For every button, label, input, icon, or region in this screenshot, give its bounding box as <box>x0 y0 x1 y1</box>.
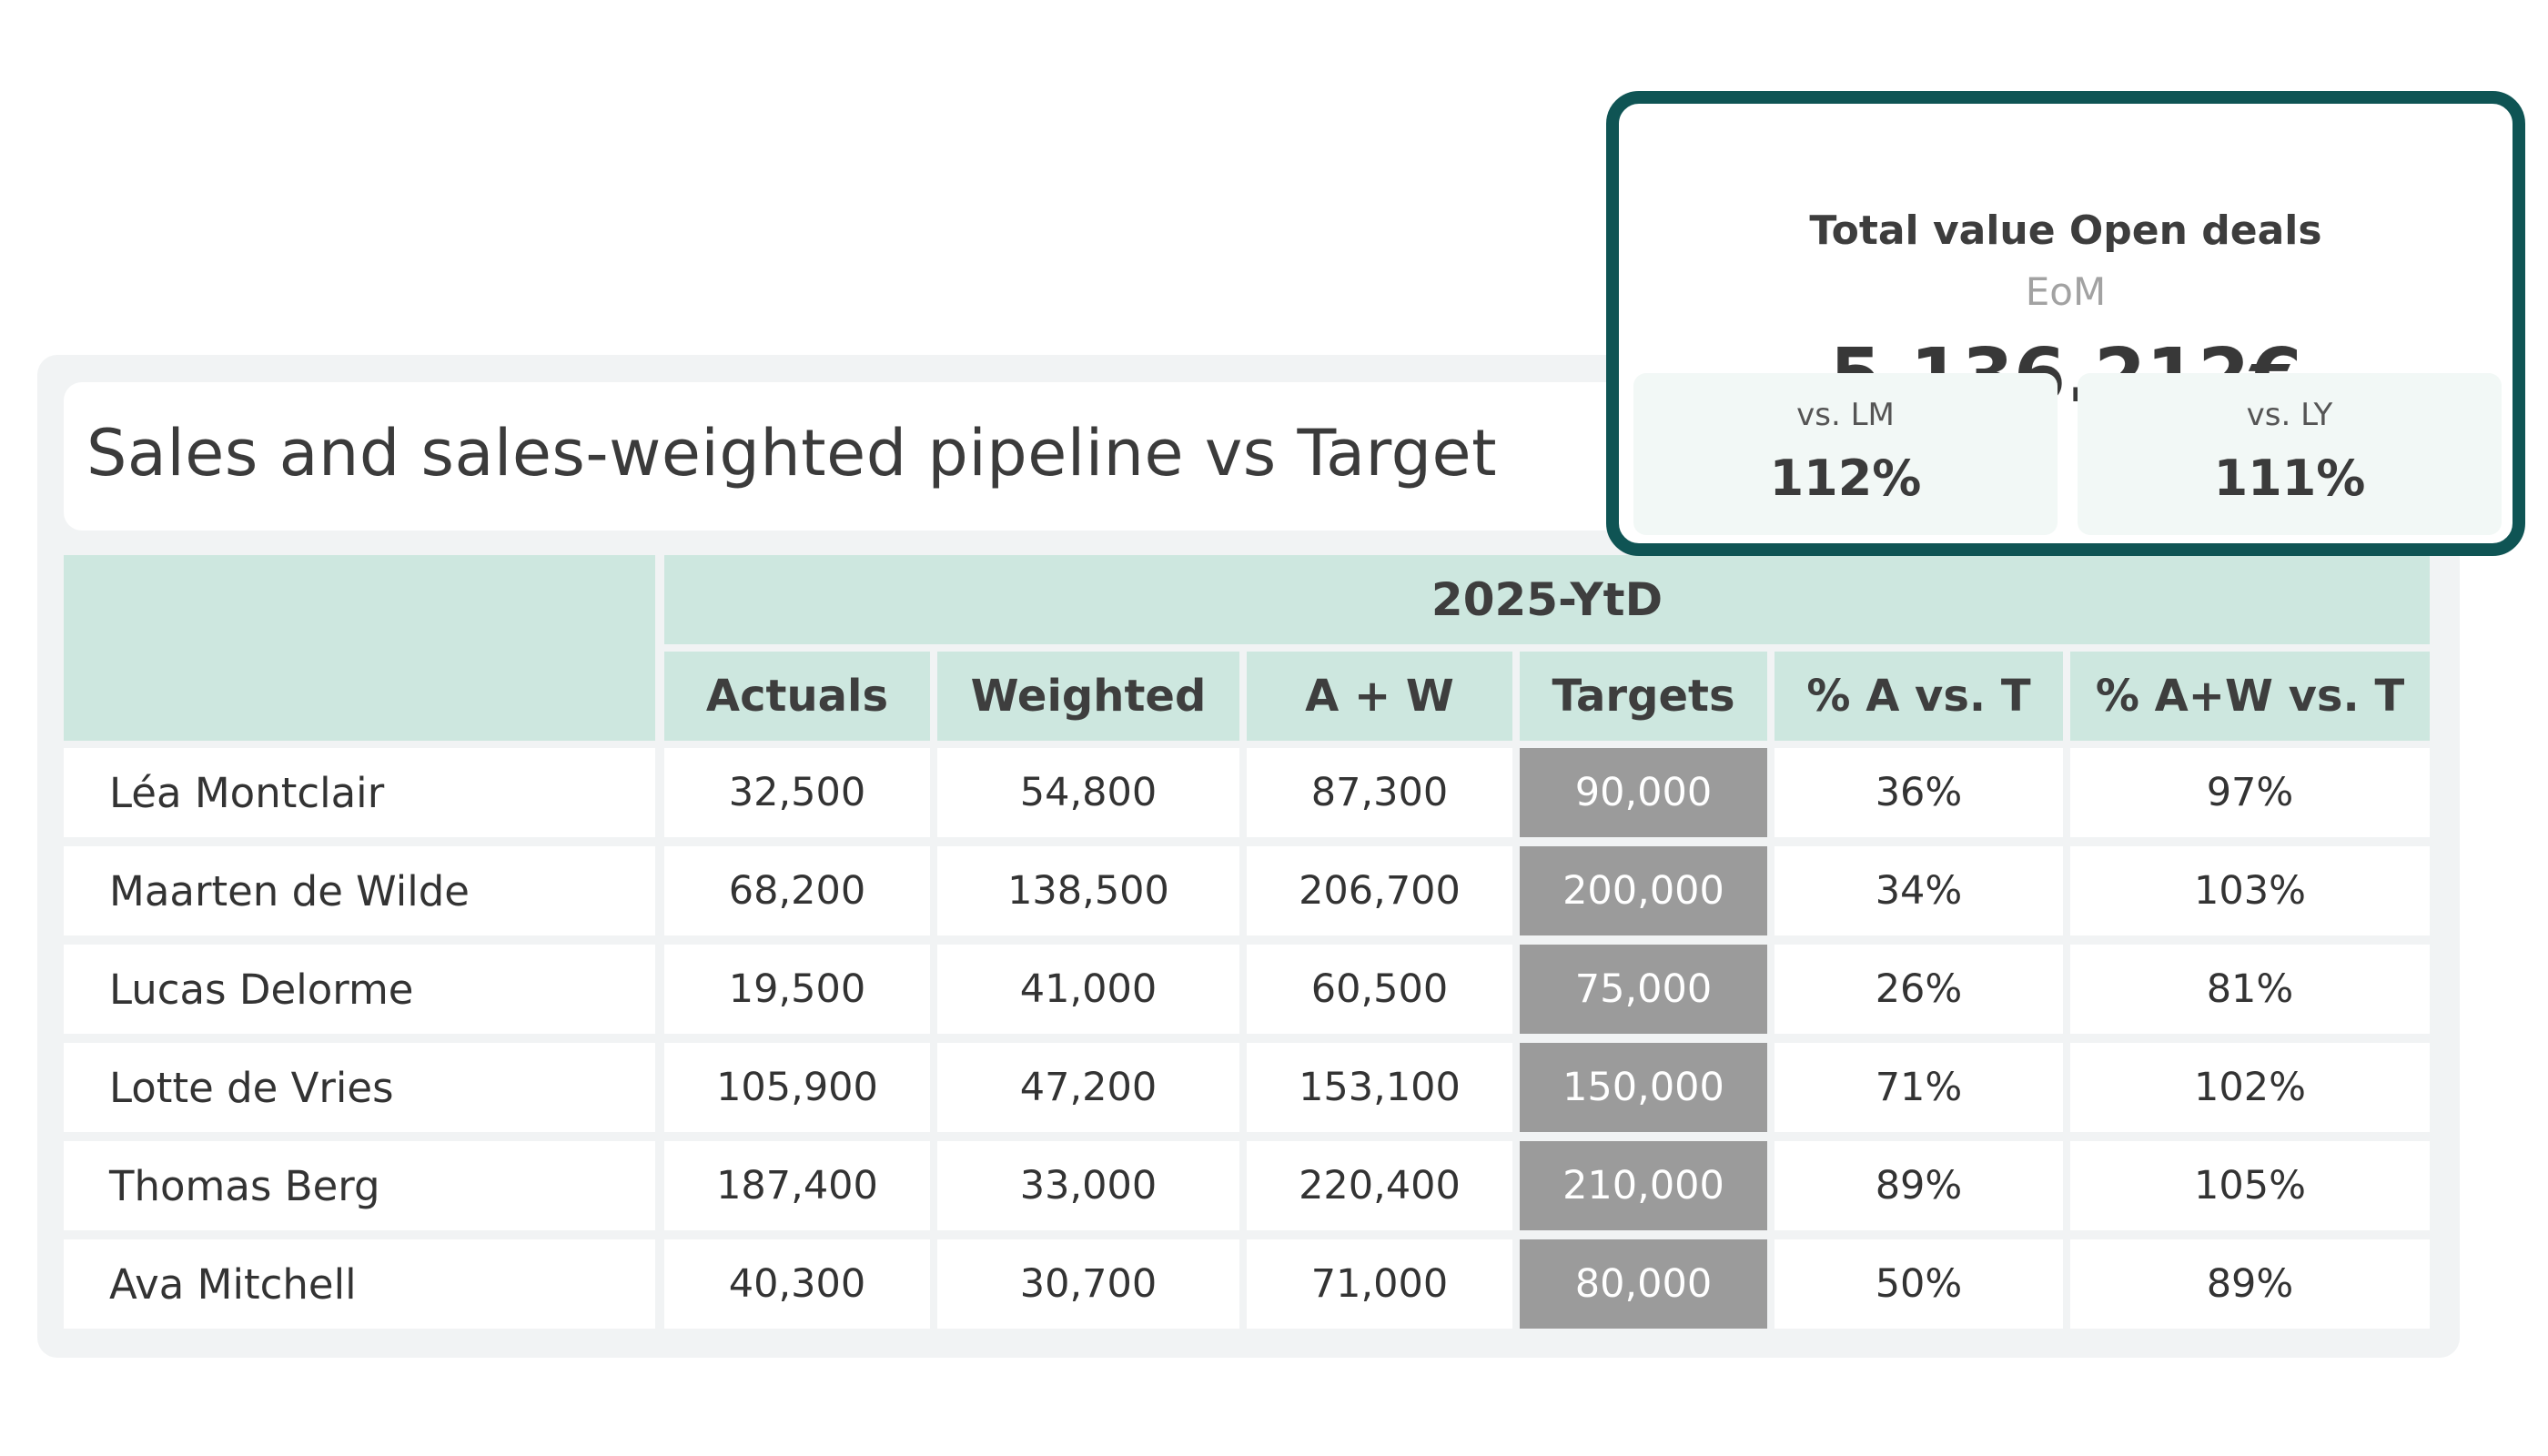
kpi-comparison-value: 112% <box>1769 450 1922 507</box>
target-cell: 150,000 <box>1520 1043 1767 1132</box>
value-cell: 138,500 <box>937 846 1239 935</box>
value-cell: 187,400 <box>664 1141 930 1230</box>
column-header: Targets <box>1520 652 1767 741</box>
value-cell: 89% <box>1774 1141 2063 1230</box>
value-cell: 105% <box>2070 1141 2430 1230</box>
value-cell: 105,900 <box>664 1043 930 1132</box>
period-header: 2025-YtD <box>664 555 2430 644</box>
value-cell: 50% <box>1774 1239 2063 1329</box>
value-cell: 34% <box>1774 846 2063 935</box>
kpi-title: Total value Open deals <box>1809 207 2322 254</box>
value-cell: 47,200 <box>937 1043 1239 1132</box>
value-cell: 68,200 <box>664 846 930 935</box>
value-cell: 54,800 <box>937 748 1239 837</box>
rep-name-cell: Lucas Delorme <box>64 945 655 1034</box>
kpi-comparison-label: vs. LM <box>1796 397 1895 433</box>
column-header: % A vs. T <box>1774 652 2063 741</box>
value-cell: 30,700 <box>937 1239 1239 1329</box>
value-cell: 97% <box>2070 748 2430 837</box>
report-title: Sales and sales-weighted pipeline vs Tar… <box>86 416 1498 490</box>
target-cell: 90,000 <box>1520 748 1767 837</box>
column-header: % A+W vs. T <box>2070 652 2430 741</box>
column-header: Actuals <box>664 652 930 741</box>
value-cell: 81% <box>2070 945 2430 1034</box>
value-cell: 87,300 <box>1247 748 1512 837</box>
value-cell: 89% <box>2070 1239 2430 1329</box>
value-cell: 60,500 <box>1247 945 1512 1034</box>
value-cell: 220,400 <box>1247 1141 1512 1230</box>
rep-name-cell: Maarten de Wilde <box>64 846 655 935</box>
value-cell: 32,500 <box>664 748 930 837</box>
value-cell: 71% <box>1774 1043 2063 1132</box>
value-cell: 102% <box>2070 1043 2430 1132</box>
value-cell: 103% <box>2070 846 2430 935</box>
value-cell: 26% <box>1774 945 2063 1034</box>
target-cell: 210,000 <box>1520 1141 1767 1230</box>
value-cell: 41,000 <box>937 945 1239 1034</box>
rep-name-cell: Lotte de Vries <box>64 1043 655 1132</box>
table-corner-cell <box>64 555 655 741</box>
rep-name-cell: Léa Montclair <box>64 748 655 837</box>
target-cell: 75,000 <box>1520 945 1767 1034</box>
column-header: A + W <box>1247 652 1512 741</box>
value-cell: 19,500 <box>664 945 930 1034</box>
value-cell: 33,000 <box>937 1141 1239 1230</box>
column-header: Weighted <box>937 652 1239 741</box>
value-cell: 153,100 <box>1247 1043 1512 1132</box>
value-cell: 36% <box>1774 748 2063 837</box>
rep-name-cell: Ava Mitchell <box>64 1239 655 1329</box>
value-cell: 206,700 <box>1247 846 1512 935</box>
kpi-comparison-lm: vs. LM 112% <box>1633 373 2058 535</box>
kpi-comparison-label: vs. LY <box>2246 397 2333 433</box>
value-cell: 40,300 <box>664 1239 930 1329</box>
kpi-comparison-value: 111% <box>2213 450 2366 507</box>
kpi-subtitle: EoM <box>2025 269 2107 314</box>
target-cell: 80,000 <box>1520 1239 1767 1329</box>
value-cell: 71,000 <box>1247 1239 1512 1329</box>
rep-name-cell: Thomas Berg <box>64 1141 655 1230</box>
kpi-comparison-ly: vs. LY 111% <box>2078 373 2502 535</box>
target-cell: 200,000 <box>1520 846 1767 935</box>
